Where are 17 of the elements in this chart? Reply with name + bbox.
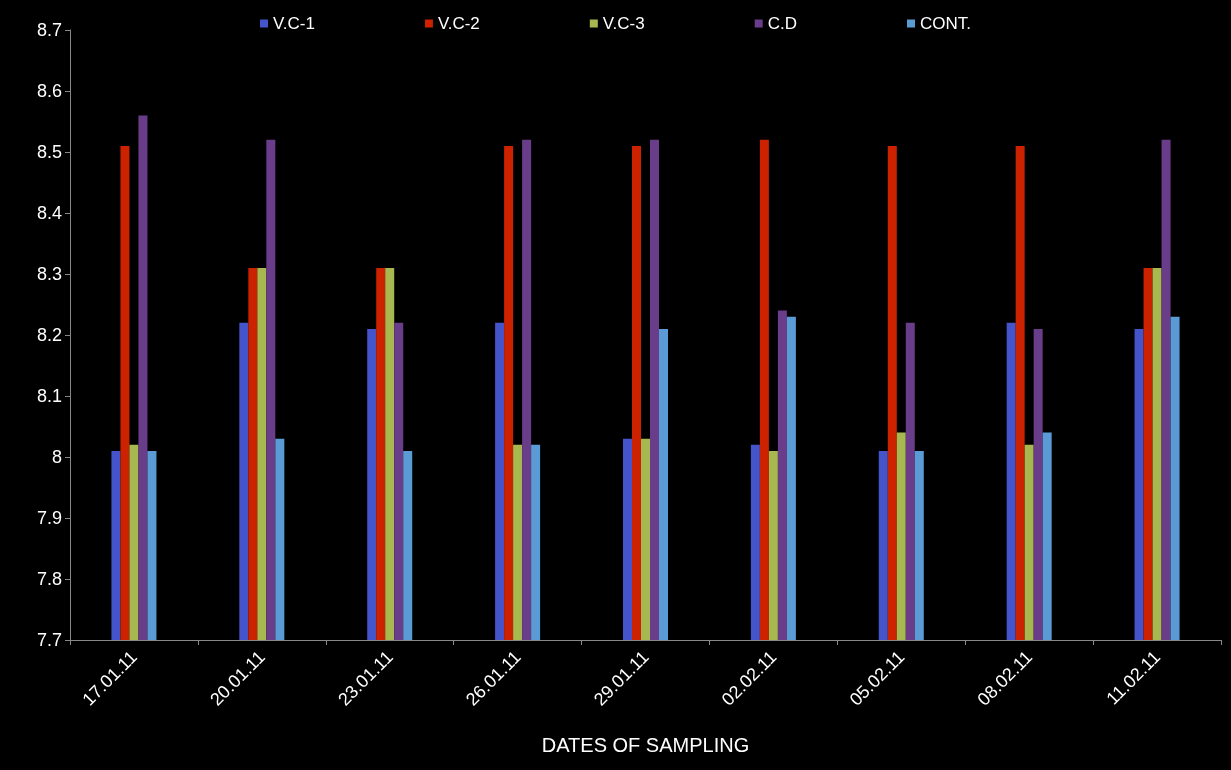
y-tick-label: 8.7 (36, 20, 62, 40)
x-axis-title: DATES OF SAMPLING (541, 734, 750, 756)
y-tick-label: 8.6 (36, 81, 62, 101)
legend-label: V.C-3 (602, 14, 645, 33)
legend-label: V.C-2 (437, 14, 480, 33)
y-tick-label: 8.2 (36, 325, 62, 345)
legend-label: CONT. (919, 14, 971, 33)
y-tick-label: 7.7 (36, 630, 62, 650)
y-tick-label: 8.4 (36, 203, 62, 223)
y-tick-label: 8.5 (36, 142, 62, 162)
y-tick-label: 7.9 (36, 508, 62, 528)
y-tick-label: 7.8 (36, 569, 62, 589)
y-tick-label: 8 (51, 447, 62, 467)
y-tick-label: 8.3 (36, 264, 62, 284)
legend-label: V.C-1 (273, 14, 315, 33)
y-tick-label: 8.1 (36, 386, 62, 406)
legend-label: C.D (767, 14, 797, 33)
